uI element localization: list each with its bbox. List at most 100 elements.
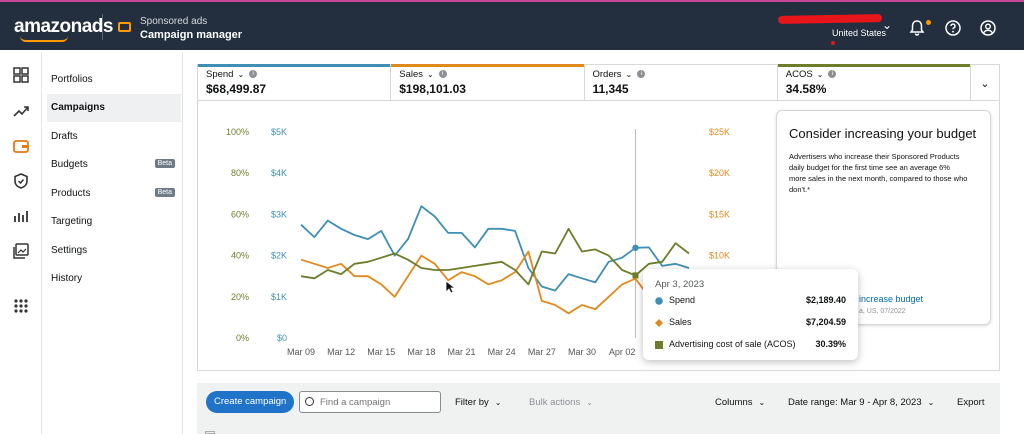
nav-item-campaigns[interactable]: Campaigns — [47, 94, 181, 122]
metric-label: Sales — [399, 69, 424, 80]
help-icon[interactable] — [944, 19, 962, 37]
spend-highlight-point — [632, 244, 639, 251]
dashboard-icon[interactable] — [12, 66, 30, 84]
metric-tile-spend[interactable]: Spend ⌄ i $68,499.87 — [198, 64, 392, 100]
acos-highlight-point — [632, 272, 639, 279]
spend-axis-tick: $0 — [277, 333, 287, 343]
acos-square-marker — [655, 341, 663, 349]
x-axis-tick: Apr 02 — [609, 347, 636, 357]
sales-axis-tick: $25K — [709, 127, 730, 137]
expand-metrics-chevron-icon[interactable]: ⌄ — [980, 78, 990, 90]
sales-axis-tick: $10K — [709, 251, 730, 261]
shield-icon[interactable] — [12, 172, 30, 190]
campaign-manager-nav: Portfolios Campaigns Drafts Budgets Beta … — [43, 52, 183, 434]
nav-item-portfolios[interactable]: Portfolios — [51, 74, 93, 85]
trend-icon[interactable] — [12, 102, 30, 120]
nav-item-budgets[interactable]: Budgets Beta — [47, 151, 181, 179]
metric-value: 11,345 — [592, 82, 629, 96]
filter-by-dropdown[interactable]: Filter by ⌄ — [455, 397, 502, 408]
metric-label: Orders — [592, 69, 622, 80]
x-axis-tick: Mar 24 — [488, 347, 516, 357]
search-icon — [305, 397, 314, 406]
metric-label: ACOS — [785, 69, 813, 80]
chevron-down-icon[interactable]: ⌄ — [427, 70, 434, 79]
chevron-down-icon: ⌄ — [494, 398, 502, 407]
amazon-ads-logo[interactable]: amazonads — [14, 16, 113, 42]
nav-item-targeting[interactable]: Targeting — [51, 216, 93, 227]
nav-item-history[interactable]: History — [51, 273, 83, 284]
chevron-down-icon[interactable]: ⌄ — [816, 70, 824, 79]
chevron-down-icon: ⌄ — [927, 398, 935, 407]
account-country[interactable]: United States — [832, 28, 887, 38]
bell-icon[interactable] — [908, 19, 926, 37]
chart-tooltip: Apr 3, 2023 Spend $2,189.40 Sales $7,204.5… — [643, 269, 858, 360]
wallet-icon — [118, 22, 131, 32]
acos-series-line — [300, 227, 690, 286]
apps-grid-icon[interactable] — [12, 297, 30, 315]
spend-axis-tick: $5K — [271, 127, 287, 137]
bar-chart-icon[interactable] — [12, 207, 30, 225]
create-campaign-button[interactable]: Create campaign — [206, 391, 295, 413]
sales-diamond-marker — [655, 319, 663, 327]
sales-series-line — [300, 250, 690, 319]
user-icon[interactable] — [979, 19, 997, 37]
metric-tile-acos[interactable]: ACOS ⌄ i 34.58% — [777, 64, 971, 100]
date-range-dropdown[interactable]: Date range: Mar 9 - Apr 8, 2023 ⌄ — [788, 397, 935, 408]
metric-value: 34.58% — [785, 82, 827, 96]
chevron-down-icon[interactable]: ⌄ — [625, 70, 633, 79]
chart-panel — [197, 101, 1000, 371]
columns-dropdown[interactable]: Columns ⌄ — [715, 397, 766, 408]
metric-tile-sales[interactable]: Sales ⌄ i $198,101.03 — [391, 64, 585, 100]
chevron-down-icon[interactable]: ⌄ — [882, 18, 893, 32]
campaign-table-toolbar: Create campaign Filter by⌄ Bulk actions⌄… — [197, 383, 1000, 434]
metric-tile-orders[interactable]: Orders ⌄ i 11,345 — [585, 65, 778, 100]
tooltip-row-sales: Sales $7,204.59 — [655, 316, 846, 334]
search-input[interactable] — [299, 391, 441, 413]
tooltip-row-acos: Advertising cost of sale (ACOS) 30.39% — [655, 338, 846, 356]
logo-smile — [20, 36, 68, 42]
acos-axis-tick: 40% — [231, 251, 249, 261]
bulk-actions-dropdown[interactable]: Bulk actions ⌄ — [529, 397, 593, 408]
context-subtitle: Sponsored ads — [140, 16, 208, 27]
campaign-wallet-icon[interactable] — [12, 137, 30, 155]
increase-budget-link[interactable]: increase budget — [859, 294, 924, 304]
x-axis-tick: Mar 12 — [327, 347, 355, 357]
performance-chart[interactable]: 0%$0$020%$1K$5K40%$2K$10K60%$3K$15K80%$4… — [197, 101, 777, 371]
beta-badge: Beta — [154, 159, 175, 168]
annotation-dot — [831, 41, 835, 45]
top-bar: amazonads Sponsored ads Campaign manager… — [0, 0, 1024, 50]
export-button[interactable]: Export — [957, 397, 985, 408]
metric-value: $198,101.03 — [399, 82, 466, 96]
media-library-icon[interactable] — [12, 242, 30, 260]
metric-value: $68,499.87 — [206, 82, 267, 96]
beta-badge: Beta — [154, 188, 175, 197]
info-icon[interactable]: i — [438, 70, 447, 79]
nav-item-settings[interactable]: Settings — [51, 245, 88, 256]
metric-color-bar — [198, 64, 391, 67]
mouse-cursor-icon — [445, 280, 455, 294]
promo-source: a, US, 07/2022 — [859, 308, 906, 315]
spend-series-line — [300, 205, 690, 292]
metric-tiles: Spend ⌄ i $68,499.87 Sales ⌄ i $198,101.03 O… — [197, 64, 1000, 101]
metric-color-bar — [777, 64, 970, 67]
acos-axis-tick: 20% — [231, 292, 249, 302]
acos-axis-tick: 80% — [231, 168, 249, 178]
icon-rail — [0, 52, 42, 434]
sales-axis-tick: $20K — [709, 168, 730, 178]
context-title[interactable]: Campaign manager — [140, 29, 243, 41]
chevron-down-icon: ⌄ — [758, 398, 766, 407]
info-icon[interactable]: i — [828, 70, 837, 79]
acos-axis-tick: 0% — [236, 333, 249, 343]
chevron-down-icon[interactable]: ⌄ — [237, 70, 245, 79]
spend-axis-tick: $2K — [271, 251, 287, 261]
x-axis-tick: Mar 18 — [407, 347, 435, 357]
info-icon[interactable]: i — [637, 70, 646, 79]
nav-item-drafts[interactable]: Drafts — [51, 131, 78, 142]
spend-axis-tick: $4K — [271, 168, 287, 178]
metric-color-bar — [391, 64, 584, 67]
nav-item-products[interactable]: Products Beta — [47, 180, 181, 208]
info-icon[interactable]: i — [249, 70, 258, 79]
promo-title: Consider increasing your budget — [789, 126, 977, 141]
x-axis-tick: Mar 21 — [448, 347, 476, 357]
acos-axis-tick: 60% — [231, 209, 249, 219]
